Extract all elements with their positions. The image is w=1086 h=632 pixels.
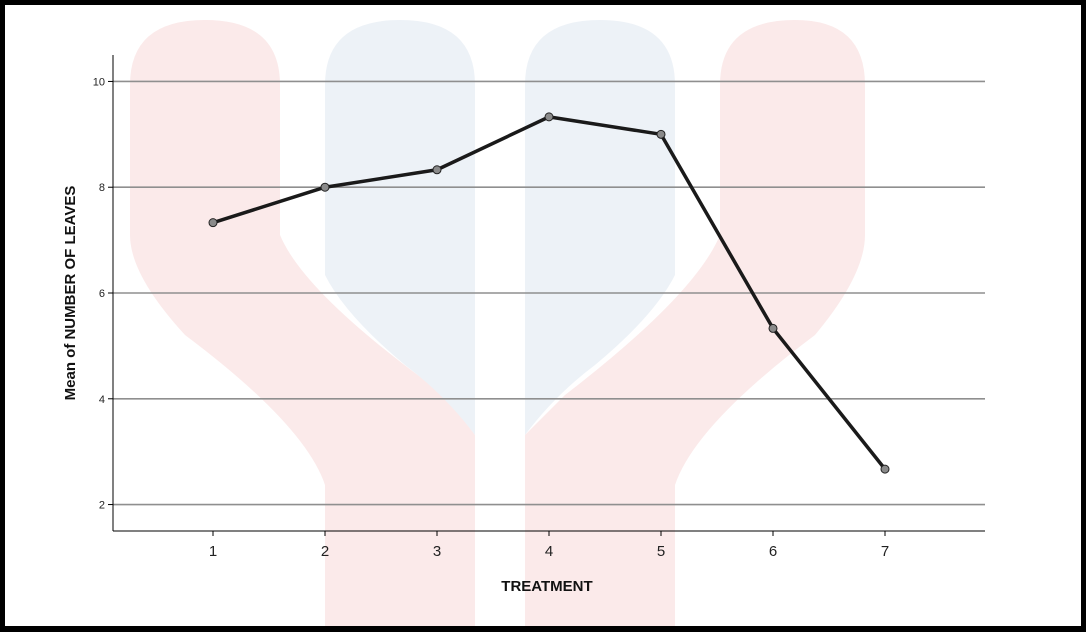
data-point-3 [432,165,442,175]
x-tick-label-2: 2 [321,543,329,560]
y-tick-label-8: 8 [99,182,105,194]
x-tick-labels: 1 2 3 4 5 6 7 [209,531,889,560]
x-tick-label-5: 5 [657,543,665,560]
y-tick-label-6: 6 [99,288,105,300]
data-series [208,112,890,474]
watermark-logo [130,20,865,626]
data-point-6 [768,323,778,333]
y-axis-title: Mean of NUMBER OF LEAVES [62,186,79,401]
x-tick-label-4: 4 [545,543,553,560]
y-tick-labels: 2 4 6 8 10 [93,76,113,512]
y-tick-label-10: 10 [93,76,105,88]
x-tick-label-7: 7 [881,543,889,560]
x-tick-label-1: 1 [209,543,217,560]
y-tick-label-2: 2 [99,500,105,512]
data-point-4 [544,112,554,122]
data-point-5 [656,129,666,139]
gridlines [113,80,985,506]
data-point-2 [320,182,330,192]
x-tick-label-6: 6 [769,543,777,560]
x-axis-title: TREATMENT [501,578,592,595]
data-point-1 [208,218,218,228]
y-tick-label-4: 4 [99,394,105,406]
x-tick-label-3: 3 [433,543,441,560]
data-point-7 [880,464,890,474]
